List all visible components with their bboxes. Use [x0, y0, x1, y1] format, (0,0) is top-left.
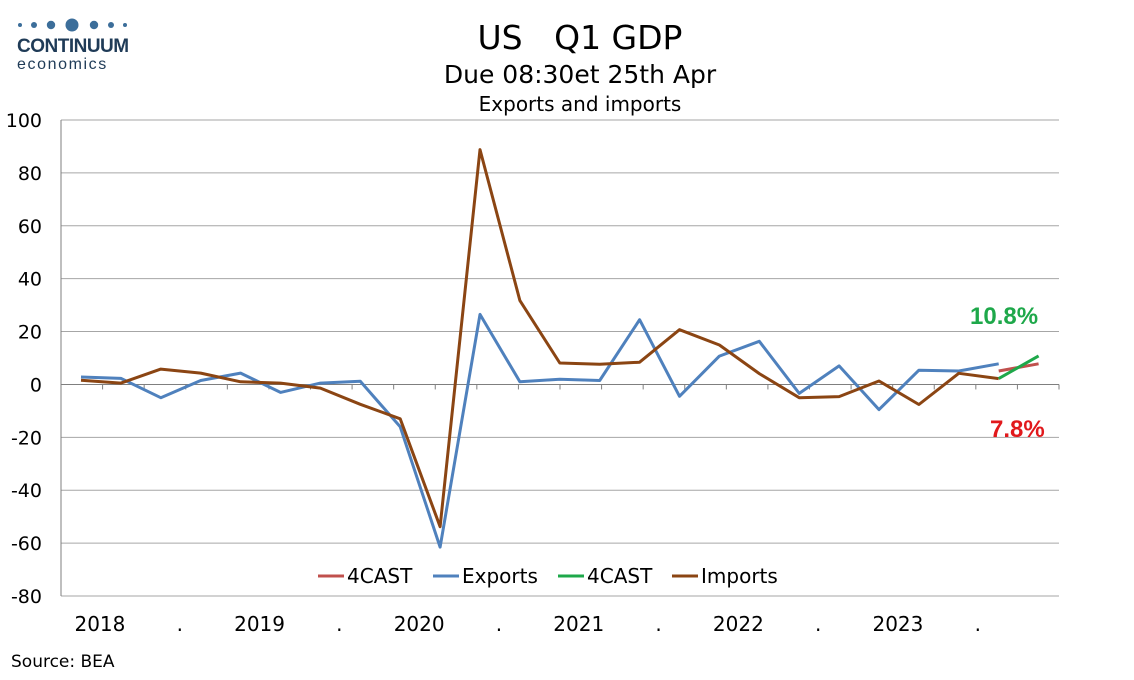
logo-wordmark: CONTINUUM: [17, 36, 129, 57]
source-note: Source: BEA: [11, 652, 115, 672]
chart-title: US Q1 GDP: [477, 18, 683, 57]
x-tick-label: .: [336, 612, 342, 636]
continuum-logo: CONTINUUM economics: [14, 14, 139, 76]
x-tick-label: 2023: [872, 612, 923, 636]
y-tick-label: -80: [11, 586, 42, 608]
x-tick-label: .: [496, 612, 502, 636]
chart-subtitle: Due 08:30et 25th Apr: [443, 60, 717, 89]
series-line-4cast-2: [997, 354, 1040, 380]
logo-subtitle: economics: [17, 56, 108, 73]
y-tick-label: 100: [6, 110, 42, 132]
y-tick-label: -20: [11, 427, 42, 449]
legend-label: Exports: [462, 564, 538, 588]
x-tick-label: 2019: [234, 612, 285, 636]
y-tick-label: 80: [18, 163, 42, 185]
x-tick-label: .: [655, 612, 661, 636]
series-line-exports-1: [80, 312, 999, 549]
x-tick-label: 2018: [74, 612, 125, 636]
legend-label: Imports: [701, 564, 778, 588]
y-tick-label: 0: [30, 374, 42, 396]
y-tick-label: 40: [18, 269, 42, 291]
y-tick-label: 20: [18, 322, 42, 344]
y-tick-label: -40: [11, 480, 42, 502]
annotation-green: 10.8%: [970, 303, 1039, 330]
x-tick-label: .: [975, 612, 981, 636]
x-tick-label: .: [815, 612, 821, 636]
legend-label: 4CAST: [347, 564, 413, 588]
y-tick-label: 60: [18, 216, 42, 238]
annotation-red: 7.8%: [990, 416, 1045, 443]
x-tick-label: 2022: [713, 612, 764, 636]
x-tick-label: 2020: [394, 612, 445, 636]
chart-subtitle-2: Exports and imports: [478, 92, 682, 116]
x-tick-label: 2021: [553, 612, 604, 636]
y-tick-label: -60: [11, 533, 42, 555]
logo-dots-icon: [18, 18, 127, 32]
series-line-imports-3: [80, 148, 999, 529]
legend-label: 4CAST: [587, 564, 653, 588]
x-tick-label: .: [177, 612, 183, 636]
